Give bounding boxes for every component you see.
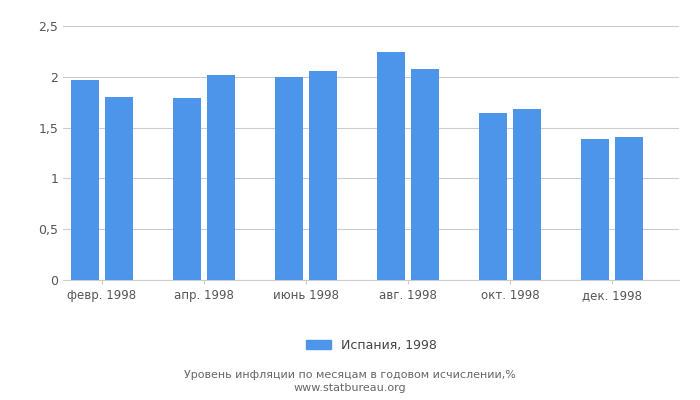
Bar xyxy=(582,139,609,280)
Bar xyxy=(309,71,337,280)
Bar xyxy=(207,75,234,280)
Bar xyxy=(377,52,405,280)
Bar xyxy=(105,97,133,280)
Bar xyxy=(71,80,99,280)
Bar xyxy=(411,69,439,280)
Bar xyxy=(275,77,303,280)
Bar xyxy=(513,110,541,280)
Bar xyxy=(615,137,643,280)
Legend: Испания, 1998: Испания, 1998 xyxy=(300,334,442,357)
Bar xyxy=(173,98,201,280)
Bar xyxy=(480,114,508,280)
Text: Уровень инфляции по месяцам в годовом исчислении,%: Уровень инфляции по месяцам в годовом ис… xyxy=(184,370,516,380)
Text: www.statbureau.org: www.statbureau.org xyxy=(294,383,406,393)
